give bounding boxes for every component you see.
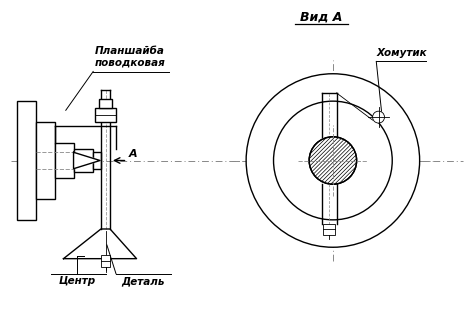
Polygon shape	[64, 229, 137, 259]
Circle shape	[246, 74, 419, 247]
Text: Деталь: Деталь	[122, 276, 165, 287]
Bar	[55, 143, 73, 178]
Bar	[36, 122, 55, 199]
Text: Центр: Центр	[59, 276, 96, 287]
Text: Вид А: Вид А	[301, 11, 343, 23]
Bar	[73, 149, 93, 172]
Text: Хомутик: Хомутик	[376, 48, 427, 58]
Bar	[93, 152, 101, 169]
Bar	[99, 99, 112, 108]
Polygon shape	[73, 152, 100, 169]
Bar	[94, 108, 117, 122]
Bar	[17, 101, 36, 220]
Text: А: А	[129, 149, 137, 159]
Circle shape	[309, 137, 356, 184]
Bar	[323, 223, 335, 235]
Bar	[101, 256, 110, 267]
Text: Планшайба
поводковая: Планшайба поводковая	[94, 46, 165, 68]
Circle shape	[373, 111, 384, 123]
Circle shape	[273, 101, 392, 220]
